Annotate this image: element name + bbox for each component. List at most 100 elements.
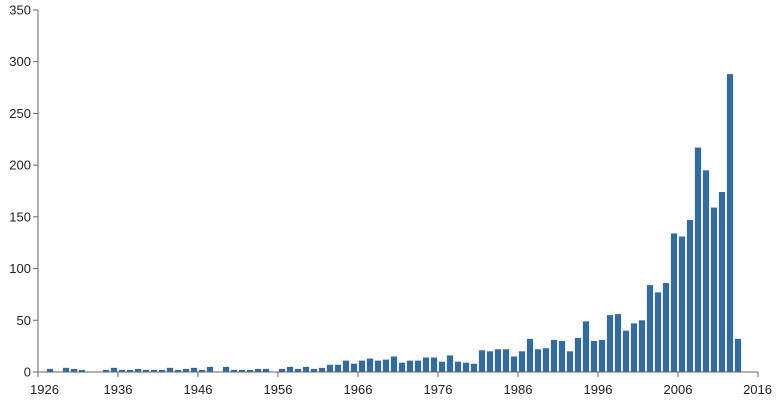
bar-2012 [726,74,734,372]
bar-1976 [438,361,446,372]
bar-1934 [102,369,110,372]
x-tick-label: 1936 [104,382,133,397]
x-tick-label: 1976 [424,382,453,397]
bar-1963 [334,364,342,372]
bar-2011 [718,192,726,372]
bar-1952 [246,369,254,372]
bar-2005 [670,233,678,372]
y-tick-label: 100 [9,261,31,276]
bar-1977 [446,355,454,372]
y-tick-label: 300 [9,54,31,69]
bar-1995 [590,340,598,372]
y-tick-label: 350 [9,3,31,18]
bar-1931 [78,369,86,372]
bar-series [46,74,742,372]
bar-1960 [310,368,318,372]
bar-1990 [550,339,558,372]
bar-1945 [190,367,198,372]
bar-1941 [158,369,166,372]
bar-1927 [46,368,54,372]
x-tick-label: 1946 [184,382,213,397]
bar-1942 [166,367,174,372]
bar-1975 [430,357,438,372]
bar-1961 [318,367,326,372]
bar-1937 [126,369,134,372]
bar-1949 [222,366,230,372]
bar-1953 [254,368,262,372]
bar-1998 [614,314,622,372]
bar-1947 [206,366,214,372]
bar-2003 [654,292,662,372]
bar-1959 [302,366,310,372]
bar-1962 [326,364,334,372]
x-tick-label: 1996 [584,382,613,397]
bar-1983 [494,349,502,372]
bar-2001 [638,320,646,372]
y-tick-label: 150 [9,209,31,224]
bar-1950 [230,369,238,372]
bar-1930 [70,368,78,372]
bar-1992 [566,351,574,372]
bar-1965 [350,363,358,372]
bar-1958 [294,368,302,372]
bar-1993 [574,337,582,372]
bar-1970 [390,356,398,372]
bar-1966 [358,360,366,372]
y-axis-ticks: 0 50 100 150 200 250 300 350 [9,3,38,380]
bar-1985 [510,356,518,372]
bar-1991 [558,340,566,372]
x-tick-label: 2006 [664,382,693,397]
bar-1984 [502,349,510,372]
bar-1946 [198,369,206,372]
bar-1971 [398,362,406,372]
bar-1929 [62,367,70,372]
bar-1997 [606,315,614,372]
x-tick-label: 2016 [743,382,772,397]
y-tick-label: 0 [24,365,31,380]
bar-1972 [406,360,414,372]
bar-1936 [118,369,126,372]
bar-1982 [486,351,494,372]
bar-2002 [646,285,654,372]
bar-2009 [702,170,710,372]
bar-2008 [694,147,702,372]
y-tick-label: 250 [9,106,31,121]
x-tick-label: 1966 [344,382,373,397]
bar-2007 [686,219,694,372]
x-axis-ticks: 1926 1936 1946 1956 1966 1976 1986 1996 2006 2016 [30,372,772,397]
bar-1973 [414,360,422,372]
bar-1943 [174,369,182,372]
y-tick-label: 200 [9,158,31,173]
bar-1940 [150,369,158,372]
bar-1986 [518,351,526,372]
bar-2000 [630,323,638,372]
bar-1935 [110,367,118,372]
x-tick-label: 1926 [30,382,59,397]
bar-1981 [478,350,486,372]
bar-1951 [238,369,246,372]
bar-2004 [662,283,670,372]
bar-1968 [374,360,382,372]
bar-2006 [678,236,686,372]
x-tick-label: 1986 [504,382,533,397]
bar-1957 [286,366,294,372]
bar-1974 [422,357,430,372]
y-tick-label: 50 [17,313,31,328]
bar-1980 [470,363,478,372]
x-tick-label: 1956 [264,382,293,397]
bar-1969 [382,359,390,372]
bar-1994 [582,321,590,372]
bar-1939 [142,369,150,372]
bar-1956 [278,368,286,372]
bar-1988 [534,349,542,372]
bar-2013 [734,338,742,372]
bar-1967 [366,358,374,372]
bar-1999 [622,330,630,372]
bar-1979 [462,362,470,372]
bar-1954 [262,368,270,372]
bar-2010 [710,207,718,372]
bar-1989 [542,348,550,372]
bar-1938 [134,368,142,372]
bar-1944 [182,368,190,372]
